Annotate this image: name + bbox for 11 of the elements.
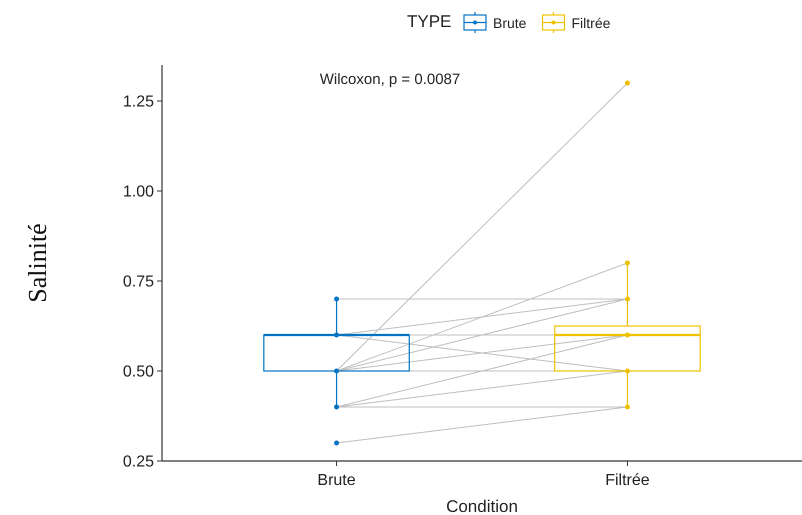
- y-tick-label: 0.25: [122, 454, 154, 471]
- y-tick-label: 0.50: [122, 364, 154, 381]
- legend-label: Brute: [493, 15, 527, 31]
- y-tick-label: 1.25: [122, 94, 154, 111]
- y-axis-title: Salinité: [23, 223, 52, 303]
- y-tick-label: 0.75: [122, 274, 154, 291]
- y-tick-label: 1.00: [122, 184, 154, 201]
- annotation: Wilcoxon, p = 0.0087: [320, 71, 460, 88]
- x-axis-title: Condition: [446, 497, 518, 515]
- legend-title: TYPE: [407, 12, 452, 31]
- legend-label: Filtrée: [572, 15, 611, 31]
